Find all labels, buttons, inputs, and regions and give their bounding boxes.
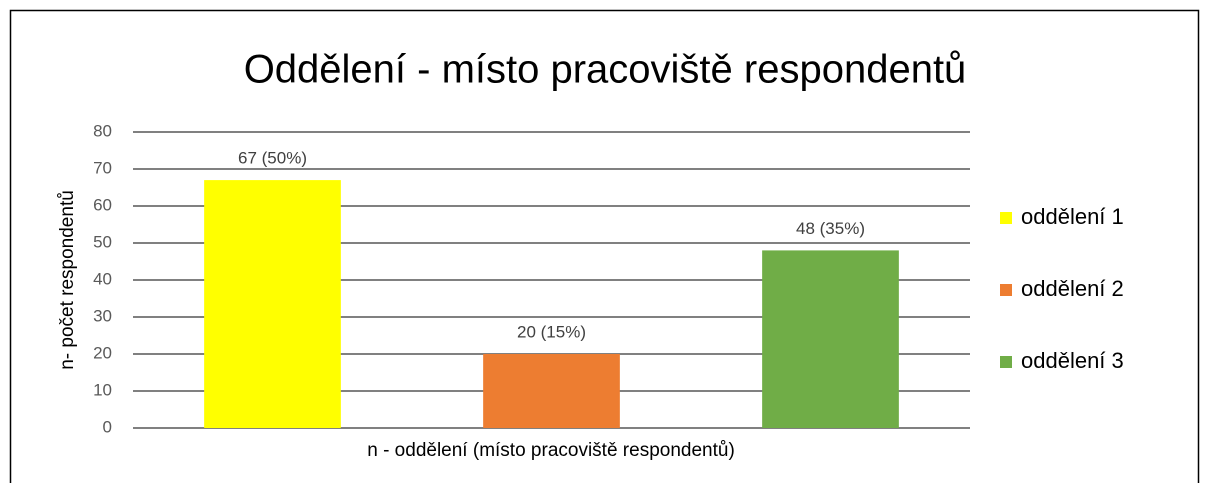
y-tick-label: 70	[93, 158, 112, 177]
y-tick-label: 20	[93, 343, 112, 362]
y-axis-label: n- počet respondentů	[57, 190, 78, 370]
x-axis-label: n - oddělení (místo pracoviště responden…	[367, 440, 735, 461]
bar	[762, 250, 899, 428]
legend-swatch	[1000, 284, 1012, 296]
y-tick-label: 10	[93, 380, 112, 399]
legend-label: oddělení 2	[1021, 276, 1124, 301]
legend-swatch	[1000, 356, 1012, 368]
data-label: 20 (15%)	[517, 322, 586, 341]
y-tick-label: 30	[93, 306, 112, 325]
chart-title: Oddělení - místo pracoviště respondentů	[244, 48, 967, 92]
y-tick-label: 40	[93, 269, 112, 288]
legend-label: oddělení 1	[1021, 204, 1124, 229]
bar	[483, 354, 620, 428]
legend-label: oddělení 3	[1021, 348, 1124, 373]
data-label: 67 (50%)	[238, 149, 307, 168]
y-tick-label: 80	[93, 121, 112, 140]
y-tick-label: 50	[93, 232, 112, 251]
legend-swatch	[1000, 212, 1012, 224]
y-tick-label: 60	[93, 195, 112, 214]
data-label: 48 (35%)	[796, 219, 865, 238]
bar	[204, 180, 341, 428]
y-tick-label: 0	[103, 417, 112, 436]
